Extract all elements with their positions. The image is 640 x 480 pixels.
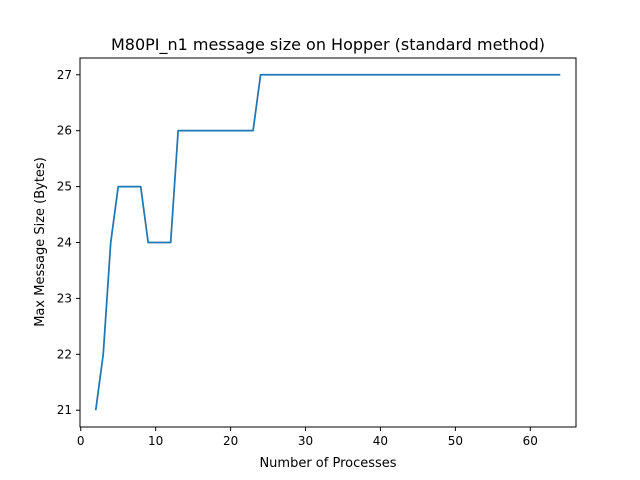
- x-axis-label: Number of Processes: [259, 456, 396, 471]
- x-tick-label: 0: [77, 434, 85, 448]
- series-line: [94, 73, 561, 411]
- y-tick-label: 21: [57, 403, 72, 417]
- x-tick-label: 50: [448, 434, 463, 448]
- x-axis: 0 10 20 30 40 50 60: [77, 427, 538, 448]
- y-axis: 21 22 23 24 25 26 27: [57, 68, 80, 417]
- y-tick-label: 24: [57, 236, 72, 250]
- y-tick-label: 25: [57, 180, 72, 194]
- y-tick-label: 27: [57, 68, 72, 82]
- y-tick-label: 22: [57, 347, 72, 361]
- x-tick-label: 10: [148, 434, 163, 448]
- x-tick-label: 40: [373, 434, 388, 448]
- y-axis-label: Max Message Size (Bytes): [33, 157, 48, 327]
- y-tick-label: 26: [57, 124, 72, 138]
- x-tick-label: 30: [298, 434, 313, 448]
- chart-title: M80PI_n1 message size on Hopper (standar…: [111, 35, 545, 55]
- y-tick-label: 23: [57, 291, 72, 305]
- x-tick-label: 60: [523, 434, 538, 448]
- x-tick-label: 20: [223, 434, 238, 448]
